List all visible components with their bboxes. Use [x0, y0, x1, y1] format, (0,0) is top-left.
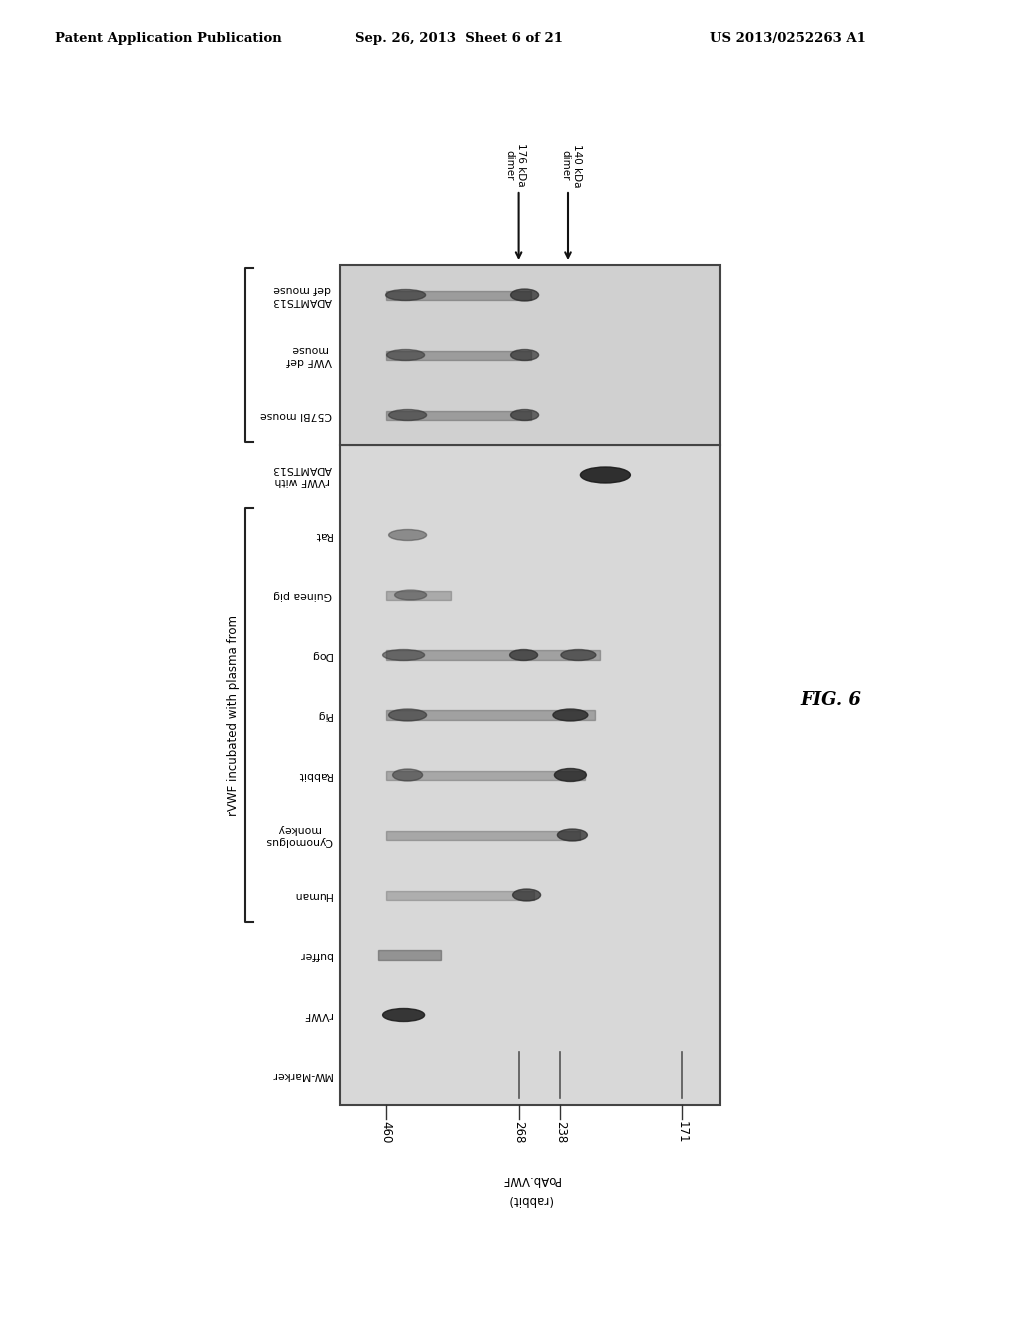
Text: Rat: Rat: [313, 531, 332, 540]
FancyBboxPatch shape: [340, 265, 720, 445]
FancyBboxPatch shape: [378, 950, 440, 960]
Ellipse shape: [561, 649, 596, 660]
Ellipse shape: [392, 770, 423, 781]
Text: Dog: Dog: [310, 649, 332, 660]
FancyBboxPatch shape: [386, 830, 581, 840]
Text: FIG. 6: FIG. 6: [800, 690, 861, 709]
Ellipse shape: [388, 709, 427, 721]
Text: 176 kDa
dimer: 176 kDa dimer: [505, 144, 526, 187]
Text: rVWF with
ADAMTS13: rVWF with ADAMTS13: [272, 465, 332, 486]
Text: 171: 171: [676, 1121, 688, 1143]
Ellipse shape: [511, 350, 539, 360]
FancyBboxPatch shape: [386, 411, 530, 420]
Text: Cynomolgus
monkey: Cynomolgus monkey: [264, 824, 332, 846]
Ellipse shape: [388, 529, 427, 540]
Text: Sep. 26, 2013  Sheet 6 of 21: Sep. 26, 2013 Sheet 6 of 21: [355, 32, 563, 45]
Ellipse shape: [388, 409, 427, 421]
Text: VWF def
mouse: VWF def mouse: [287, 345, 332, 366]
Text: (rabbit): (rabbit): [508, 1193, 552, 1206]
Text: PoAb.VWF: PoAb.VWF: [501, 1173, 560, 1185]
Text: Patent Application Publication: Patent Application Publication: [55, 32, 282, 45]
Text: Pig: Pig: [315, 710, 332, 719]
Text: 268: 268: [512, 1121, 525, 1143]
Ellipse shape: [383, 1008, 425, 1022]
Text: 238: 238: [554, 1121, 567, 1143]
Ellipse shape: [383, 649, 425, 660]
Ellipse shape: [513, 888, 541, 902]
FancyBboxPatch shape: [340, 445, 720, 1105]
FancyBboxPatch shape: [386, 771, 586, 780]
Text: MW-Marker: MW-Marker: [270, 1071, 332, 1080]
Text: 140 kDa
dimer: 140 kDa dimer: [560, 144, 582, 187]
Ellipse shape: [386, 289, 426, 301]
Text: rVWF: rVWF: [303, 1010, 332, 1020]
Text: buffer: buffer: [299, 950, 332, 960]
FancyBboxPatch shape: [386, 590, 451, 599]
FancyBboxPatch shape: [386, 351, 530, 359]
FancyBboxPatch shape: [386, 710, 595, 719]
Text: Human: Human: [293, 890, 332, 900]
Ellipse shape: [510, 649, 538, 660]
FancyBboxPatch shape: [386, 649, 600, 660]
Ellipse shape: [557, 829, 588, 841]
Text: Rabbit: Rabbit: [297, 770, 332, 780]
Text: C57Bl mouse: C57Bl mouse: [260, 411, 332, 420]
FancyBboxPatch shape: [386, 891, 534, 899]
Ellipse shape: [387, 350, 425, 360]
Text: US 2013/0252263 A1: US 2013/0252263 A1: [710, 32, 866, 45]
Text: rVWF incubated with plasma from: rVWF incubated with plasma from: [226, 615, 240, 816]
Text: ADAMTS13
def mouse: ADAMTS13 def mouse: [272, 284, 332, 306]
FancyBboxPatch shape: [386, 290, 530, 300]
Ellipse shape: [554, 768, 587, 781]
Ellipse shape: [394, 590, 427, 601]
Ellipse shape: [581, 467, 631, 483]
Ellipse shape: [553, 709, 588, 721]
Ellipse shape: [511, 409, 539, 421]
Text: 460: 460: [379, 1121, 392, 1143]
Ellipse shape: [511, 289, 539, 301]
Text: Guinea pig: Guinea pig: [273, 590, 332, 601]
